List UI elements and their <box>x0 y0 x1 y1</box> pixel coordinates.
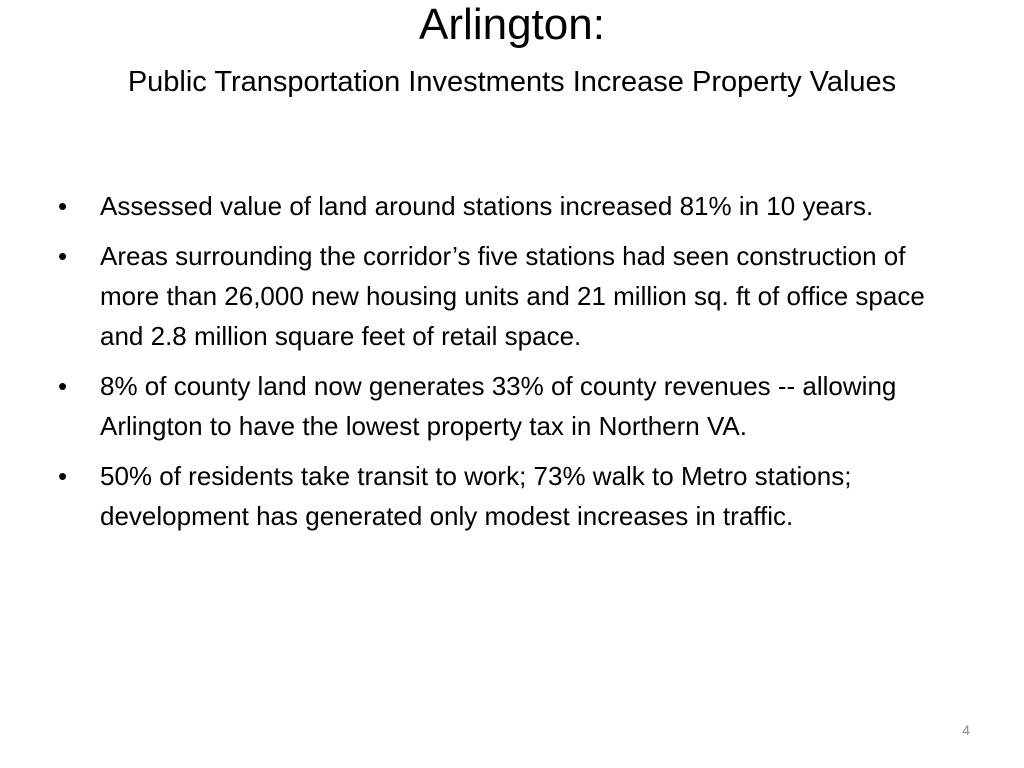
slide-subtitle: Public Transportation Investments Increa… <box>127 66 897 98</box>
bullet-marker: • <box>58 241 68 271</box>
bullet-item: • Areas surrounding the corridor’s five … <box>58 236 970 356</box>
bullet-item: • Assessed value of land around stations… <box>58 186 970 226</box>
slide-title: Arlington: <box>419 0 605 49</box>
title-block: Arlington: Public Transportation Investm… <box>40 0 984 102</box>
bullet-text: 8% of county land now generates 33% of c… <box>100 371 897 441</box>
bullet-list: • Assessed value of land around stations… <box>58 186 970 546</box>
page-number: 4 <box>962 722 970 738</box>
bullet-marker: • <box>58 371 68 401</box>
bullet-marker: • <box>58 461 68 491</box>
bullet-marker: • <box>58 191 68 221</box>
bullet-text: Assessed value of land around stations i… <box>100 191 874 221</box>
bullet-text: Areas surrounding the corridor’s five st… <box>100 241 925 351</box>
bullet-item: • 8% of county land now generates 33% of… <box>58 366 970 446</box>
bullet-item: • 50% of residents take transit to work;… <box>58 456 970 536</box>
bullet-text: 50% of residents take transit to work; 7… <box>100 461 852 531</box>
